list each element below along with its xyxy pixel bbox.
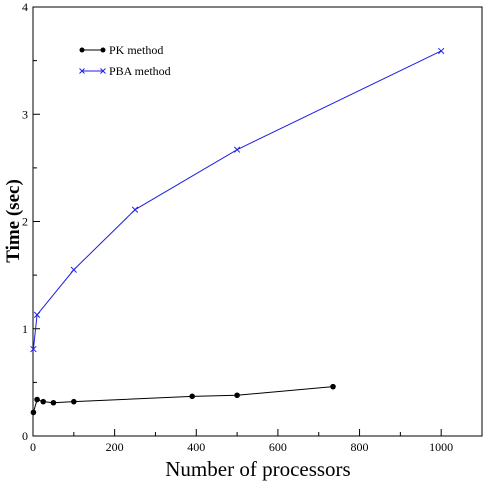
x-tick-label: 600 [269, 440, 287, 454]
series-line [32, 386, 334, 413]
x-tick-label: 0 [30, 440, 36, 454]
data-point [131, 206, 139, 213]
legend-marker-pk [79, 47, 85, 53]
y-axis-title: Time (sec) [3, 179, 24, 263]
series-pba [30, 47, 445, 353]
x-tick-label: 800 [351, 440, 369, 454]
data-point [189, 393, 195, 400]
y-tick-label: 3 [22, 107, 28, 121]
y-tick-label: 1 [22, 322, 28, 336]
data-point [70, 266, 77, 273]
x-tick-label: 1000 [429, 440, 453, 454]
legend-label-pba: PBA method [109, 64, 171, 78]
x-tick-label: 200 [106, 440, 124, 454]
data-point [71, 398, 77, 405]
x-tick-label: 400 [187, 440, 205, 454]
legend-marker-pba [79, 68, 85, 74]
legend-marker-pk [100, 47, 106, 53]
data-point [30, 345, 37, 353]
y-tick-label: 0 [22, 429, 28, 443]
data-point [50, 399, 57, 406]
y-tick-label: 2 [22, 215, 28, 229]
x-axis-title: Number of processors [165, 457, 350, 481]
y-tick-label: 4 [22, 0, 28, 14]
data-point [40, 398, 47, 405]
data-point [330, 383, 336, 390]
series-layer [30, 47, 445, 416]
data-point [438, 47, 445, 55]
data-point [34, 396, 40, 403]
data-point [234, 392, 240, 399]
legend: PK method PBA method [79, 43, 171, 78]
data-point [233, 146, 241, 153]
data-point [33, 311, 41, 318]
legend-label-pk: PK method [109, 43, 163, 57]
series-line [32, 50, 442, 350]
series-pk [30, 383, 336, 416]
axis-ticks: 0 200 400 600 800 1000 0 1 2 3 4 [22, 0, 453, 454]
data-point [30, 409, 37, 416]
legend-marker-pba [100, 68, 106, 74]
